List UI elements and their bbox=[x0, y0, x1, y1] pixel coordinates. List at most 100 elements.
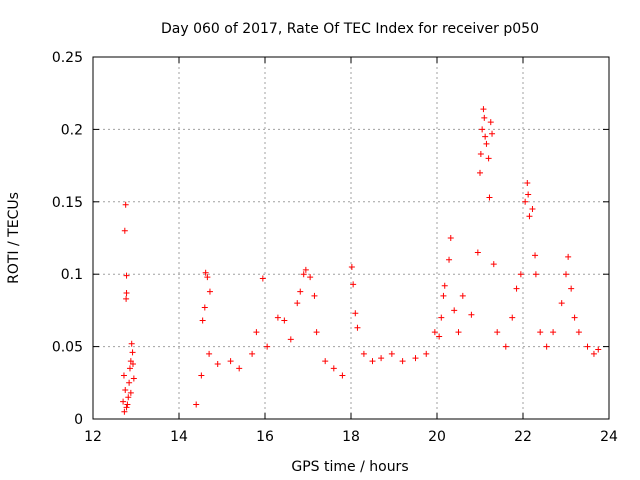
data-point bbox=[202, 269, 209, 276]
data-point bbox=[198, 372, 205, 379]
data-point bbox=[590, 350, 597, 357]
x-tick-label: 14 bbox=[170, 429, 188, 445]
y-tick-label: 0.05 bbox=[52, 340, 83, 356]
data-point bbox=[486, 194, 493, 201]
data-point bbox=[438, 314, 445, 321]
data-point bbox=[482, 133, 489, 140]
data-point bbox=[201, 304, 208, 311]
data-point bbox=[571, 314, 578, 321]
data-point bbox=[322, 358, 329, 365]
data-point bbox=[517, 271, 524, 278]
data-point bbox=[459, 292, 466, 299]
data-point bbox=[281, 317, 288, 324]
data-point bbox=[123, 272, 130, 279]
data-point bbox=[348, 263, 355, 270]
data-point bbox=[494, 329, 501, 336]
x-tick-label: 20 bbox=[428, 429, 446, 445]
data-point bbox=[122, 387, 129, 394]
data-point bbox=[313, 329, 320, 336]
data-point bbox=[126, 365, 133, 372]
x-tick-label: 24 bbox=[600, 429, 618, 445]
data-point bbox=[440, 292, 447, 299]
data-point bbox=[204, 274, 211, 281]
data-point bbox=[532, 252, 539, 259]
data-point bbox=[249, 350, 256, 357]
data-point bbox=[563, 271, 569, 278]
data-point bbox=[274, 314, 281, 321]
data-point bbox=[128, 340, 135, 347]
data-point bbox=[543, 343, 550, 350]
data-point bbox=[130, 375, 137, 382]
data-point bbox=[123, 290, 130, 297]
data-point bbox=[446, 256, 453, 263]
x-tick-labels: 12 14 16 18 20 22 24 bbox=[84, 429, 618, 445]
data-point bbox=[532, 271, 539, 278]
x-tick-label: 18 bbox=[342, 429, 360, 445]
x-tick-label: 16 bbox=[256, 429, 274, 445]
data-point bbox=[595, 346, 602, 353]
data-point bbox=[522, 198, 529, 205]
data-point bbox=[513, 285, 520, 292]
data-point bbox=[199, 317, 206, 324]
axis-ticks bbox=[92, 56, 610, 420]
data-point bbox=[121, 408, 128, 415]
data-point bbox=[227, 358, 234, 365]
data-point bbox=[121, 227, 128, 234]
y-axis-label: ROTI / TECUs bbox=[6, 192, 22, 284]
data-point bbox=[525, 191, 532, 198]
data-point bbox=[575, 329, 582, 336]
data-point bbox=[524, 179, 531, 186]
y-tick-label: 0 bbox=[74, 412, 83, 428]
data-point bbox=[307, 274, 314, 281]
data-point bbox=[480, 106, 487, 113]
data-point bbox=[122, 201, 129, 208]
x-tick-label: 12 bbox=[84, 429, 102, 445]
data-point bbox=[537, 329, 544, 336]
data-point bbox=[300, 271, 307, 278]
data-point bbox=[485, 155, 492, 162]
data-point bbox=[253, 329, 260, 336]
data-point bbox=[550, 329, 557, 336]
y-tick-label: 0.1 bbox=[61, 267, 83, 283]
data-point bbox=[455, 329, 462, 336]
chart-title: Day 060 of 2017, Rate Of TEC Index for r… bbox=[161, 21, 539, 37]
data-point bbox=[412, 355, 419, 362]
data-point bbox=[529, 206, 536, 213]
data-point bbox=[126, 379, 133, 386]
data-point bbox=[451, 307, 458, 314]
data-point bbox=[350, 281, 357, 288]
data-point bbox=[477, 169, 483, 176]
data-point bbox=[129, 349, 136, 356]
data-point bbox=[509, 314, 516, 321]
data-point bbox=[558, 300, 565, 307]
data-point bbox=[193, 401, 200, 408]
y-tick-label: 0.15 bbox=[52, 195, 83, 211]
data-point bbox=[302, 266, 309, 273]
data-point bbox=[311, 292, 318, 299]
data-point bbox=[584, 343, 591, 350]
data-point bbox=[489, 130, 496, 137]
y-tick-label: 0.2 bbox=[61, 122, 83, 138]
data-point bbox=[468, 311, 475, 318]
data-point bbox=[479, 126, 486, 133]
data-point bbox=[360, 350, 367, 357]
data-point bbox=[431, 329, 438, 336]
data-point bbox=[526, 213, 533, 220]
data-point bbox=[297, 288, 304, 295]
data-point bbox=[483, 140, 490, 147]
data-point bbox=[120, 398, 127, 405]
data-point bbox=[441, 282, 448, 289]
data-point bbox=[378, 355, 385, 362]
data-point bbox=[490, 261, 497, 268]
data-point bbox=[339, 372, 346, 379]
data-point bbox=[565, 253, 572, 260]
data-point bbox=[352, 310, 359, 317]
data-point bbox=[436, 333, 443, 340]
data-point bbox=[477, 151, 484, 158]
y-tick-labels: 0 0.05 0.1 0.15 0.2 0.25 bbox=[52, 50, 83, 428]
data-point bbox=[259, 275, 266, 282]
data-point bbox=[124, 401, 131, 408]
data-point bbox=[125, 394, 132, 401]
data-point bbox=[206, 288, 213, 295]
